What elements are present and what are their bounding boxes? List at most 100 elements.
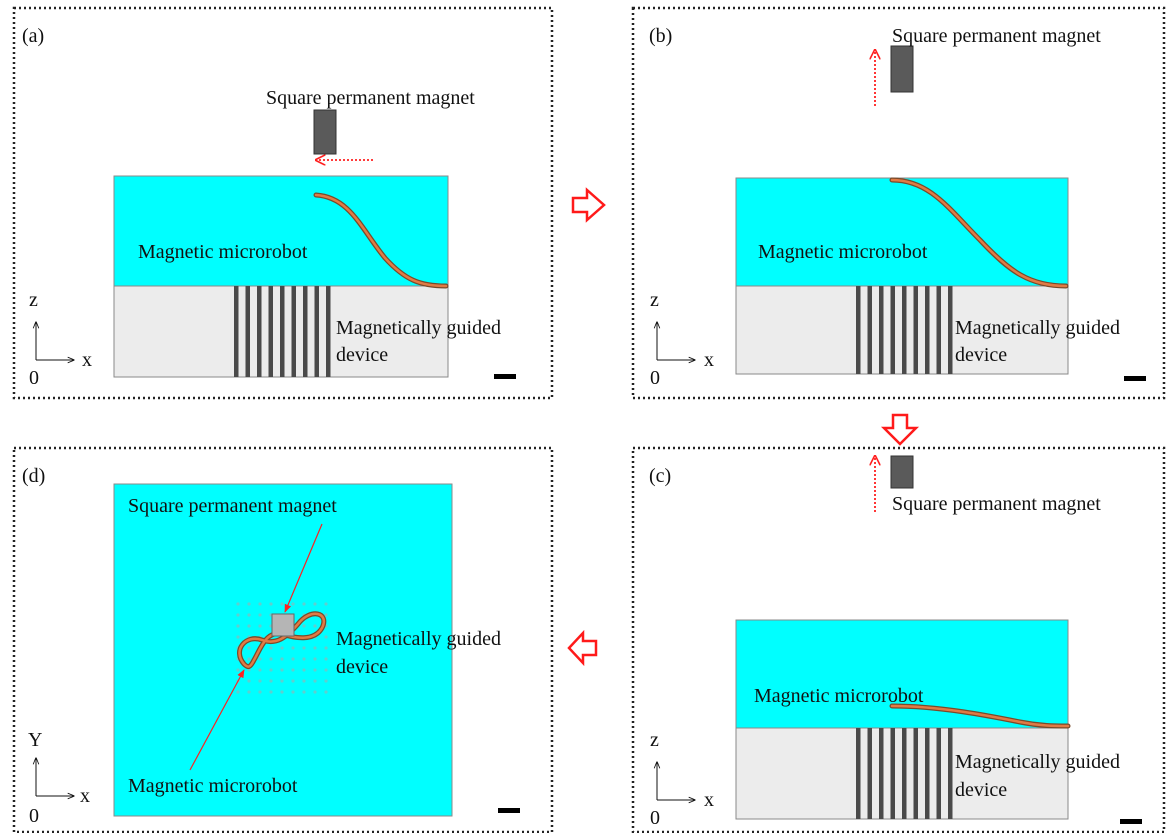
axis-label: x — [704, 789, 714, 811]
dot — [280, 690, 283, 693]
stripe — [315, 286, 320, 377]
dot — [291, 657, 294, 660]
dot — [291, 679, 294, 682]
panel-c: (c) Square permanent magnet Magnetic mic… — [633, 448, 1164, 832]
stripe — [914, 286, 919, 374]
axis-origin: 0 — [650, 367, 660, 389]
stripe — [303, 286, 308, 377]
dot — [302, 679, 305, 682]
robot-label: Magnetic microrobot — [128, 775, 298, 797]
panel-b: (b) Square permanent magnet Magnetic mic… — [633, 8, 1164, 398]
stripe — [269, 286, 274, 377]
stripe — [280, 286, 285, 377]
magnet-label: Square permanent magnet — [892, 493, 1101, 515]
scale-bar — [1124, 376, 1146, 381]
dot — [236, 635, 239, 638]
panel-label: (b) — [649, 25, 672, 47]
device-label: Magnetically guided — [336, 628, 501, 650]
dot — [324, 690, 327, 693]
axis-label: z — [650, 729, 659, 751]
stripe — [937, 286, 942, 374]
device-stripes — [856, 728, 953, 819]
dot — [269, 690, 272, 693]
stripe — [891, 286, 896, 374]
dot — [236, 602, 239, 605]
dot — [269, 679, 272, 682]
dot — [236, 690, 239, 693]
magnet-label: Square permanent magnet — [128, 495, 337, 517]
stripe — [257, 286, 262, 377]
page: (a) Square permanent magnet Magnetic mic… — [0, 0, 1166, 833]
dot — [313, 602, 316, 605]
stripe — [891, 728, 896, 819]
stripe — [902, 286, 907, 374]
panel-label: (c) — [649, 465, 671, 487]
dot — [247, 646, 250, 649]
device-label: device — [336, 656, 388, 678]
axis-label: Y — [28, 729, 42, 751]
device-stripes — [856, 286, 953, 374]
device-label: device — [955, 344, 1007, 366]
axis-label: z — [29, 289, 38, 311]
axis-origin: 0 — [650, 807, 660, 829]
device-label: Magnetically guided — [336, 317, 501, 339]
dot — [236, 613, 239, 616]
device-label: device — [955, 779, 1007, 801]
dot — [247, 657, 250, 660]
dot — [269, 657, 272, 660]
robot-label: Magnetic microrobot — [138, 241, 308, 263]
panel-label: (a) — [22, 25, 44, 47]
robot-label: Magnetic microrobot — [758, 241, 928, 263]
dot — [247, 690, 250, 693]
flow-arrow — [884, 415, 916, 444]
dot — [258, 602, 261, 605]
fluid — [736, 178, 1068, 286]
device-stripes — [234, 286, 331, 377]
stripe — [868, 728, 873, 819]
dot — [302, 657, 305, 660]
scale-bar — [498, 808, 520, 813]
dot — [313, 624, 316, 627]
dot — [280, 679, 283, 682]
axis-label: x — [80, 785, 90, 807]
dot — [258, 624, 261, 627]
magnet — [272, 614, 294, 636]
fluid — [114, 484, 452, 816]
stripe — [948, 286, 953, 374]
stripe — [856, 728, 861, 819]
dot — [258, 679, 261, 682]
stripe — [925, 286, 930, 374]
figure: (a) Square permanent magnet Magnetic mic… — [0, 0, 1166, 833]
axis-label: z — [650, 289, 659, 311]
magnet — [891, 456, 913, 488]
device-label: Magnetically guided — [955, 751, 1120, 773]
dot — [313, 690, 316, 693]
dot — [247, 613, 250, 616]
dot — [258, 613, 261, 616]
dot — [236, 624, 239, 627]
stripe — [246, 286, 251, 377]
dot — [247, 602, 250, 605]
dot — [291, 668, 294, 671]
dot — [247, 679, 250, 682]
dot — [258, 657, 261, 660]
dot — [269, 646, 272, 649]
dot — [313, 657, 316, 660]
scale-bar — [494, 374, 516, 379]
stripe — [326, 286, 331, 377]
dot — [302, 602, 305, 605]
robot-label: Magnetic microrobot — [754, 685, 924, 707]
stripe — [856, 286, 861, 374]
dot — [247, 624, 250, 627]
dot — [324, 646, 327, 649]
dot — [280, 602, 283, 605]
dot — [324, 679, 327, 682]
panel-label: (d) — [22, 465, 45, 487]
dot — [313, 646, 316, 649]
dot — [280, 668, 283, 671]
dot — [291, 690, 294, 693]
device-label: device — [336, 344, 388, 366]
scale-bar — [1120, 819, 1142, 824]
stripe — [937, 728, 942, 819]
dot — [302, 668, 305, 671]
